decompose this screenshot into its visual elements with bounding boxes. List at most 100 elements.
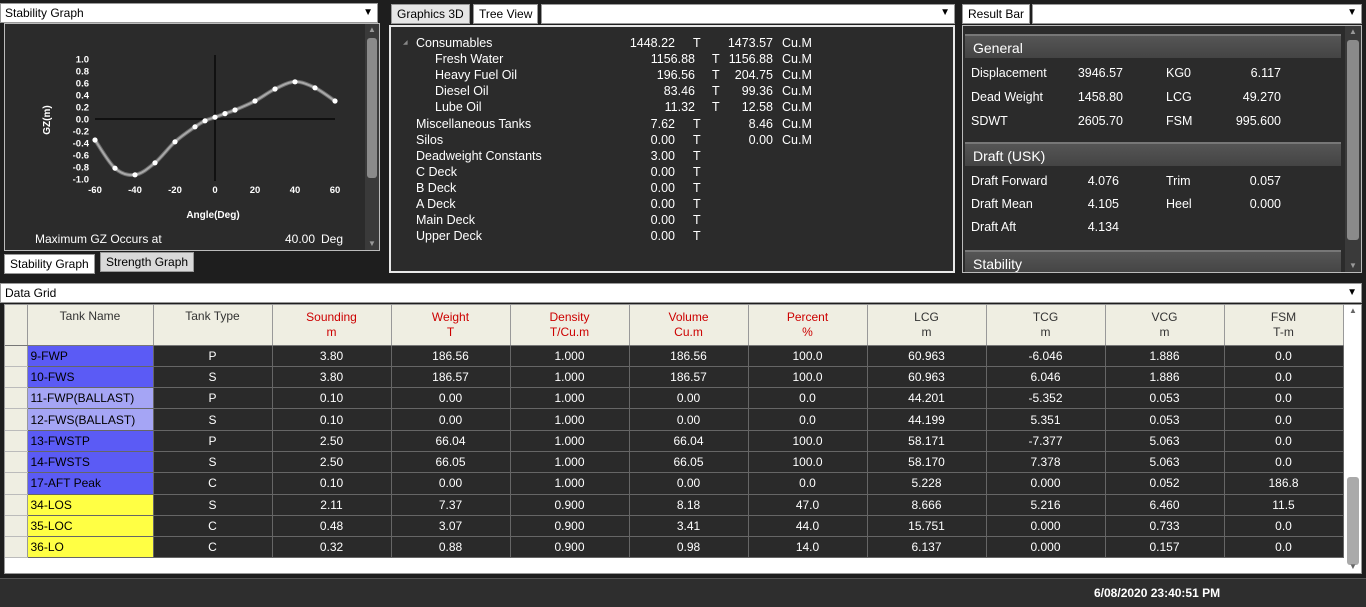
table-cell[interactable]: -5.352 xyxy=(986,387,1106,410)
table-cell[interactable]: 0.0 xyxy=(1224,387,1344,410)
stability-graph-dropdown[interactable]: Stability Graph ▼ xyxy=(0,3,378,23)
table-cell[interactable]: 2.50 xyxy=(272,430,392,452)
table-cell[interactable]: 0.900 xyxy=(510,494,630,516)
table-cell[interactable]: 1.000 xyxy=(510,451,630,474)
tank-name-cell[interactable]: 13-FWSTP xyxy=(27,430,154,452)
table-cell[interactable]: 66.04 xyxy=(391,430,511,452)
table-cell[interactable]: 186.8 xyxy=(1224,472,1344,495)
chevron-down-icon[interactable]: ▼ xyxy=(363,7,373,18)
tank-name-cell[interactable]: 17-AFT Peak xyxy=(27,472,154,495)
tree-item[interactable]: A Deck 0.00 T xyxy=(391,196,951,212)
table-cell[interactable]: 0.00 xyxy=(391,387,511,410)
scrollbar-thumb[interactable] xyxy=(1347,477,1359,565)
table-row[interactable]: 36-LO C 0.32 0.88 0.900 0.98 14.0 6.137 0.000 0.1… xyxy=(5,536,1344,559)
table-cell[interactable]: 11.5 xyxy=(1224,494,1344,516)
table-cell[interactable]: 47.0 xyxy=(748,494,868,516)
table-cell[interactable]: 1.886 xyxy=(1105,366,1225,389)
column-header[interactable]: Weight T xyxy=(391,305,511,346)
table-cell[interactable]: 0.0 xyxy=(1224,408,1344,431)
column-header[interactable]: Sounding m xyxy=(272,305,392,346)
table-row[interactable]: 11-FWP(BALLAST) P 0.10 0.00 1.000 0.00 0.0 44.2… xyxy=(5,387,1344,410)
tab-strength-graph[interactable]: Strength Graph xyxy=(100,252,195,272)
table-cell[interactable]: P xyxy=(153,345,273,367)
table-cell[interactable]: 0.00 xyxy=(391,408,511,431)
table-cell[interactable]: 5.063 xyxy=(1105,451,1225,474)
table-cell[interactable]: 66.05 xyxy=(629,451,749,474)
stability-scrollbar[interactable]: ▲ ▼ xyxy=(365,24,379,250)
grid-scrollbar[interactable]: ▲ ▼ xyxy=(1345,305,1361,573)
tab-tree-view[interactable]: Tree View xyxy=(473,4,539,24)
row-selector[interactable] xyxy=(5,515,28,538)
scrollbar-thumb[interactable] xyxy=(1347,40,1359,240)
table-cell[interactable]: 5.351 xyxy=(986,408,1106,431)
table-cell[interactable]: 58.171 xyxy=(867,430,987,452)
result-section-header[interactable]: General xyxy=(965,34,1341,58)
table-row[interactable]: 14-FWSTS S 2.50 66.05 1.000 66.05 100.0 58.170 7… xyxy=(5,451,1344,474)
column-header[interactable]: TCG m xyxy=(986,305,1106,346)
table-cell[interactable]: 0.000 xyxy=(986,536,1106,559)
table-cell[interactable]: 0.32 xyxy=(272,536,392,559)
collapse-icon[interactable]: ◢ xyxy=(403,40,408,46)
result-section-header[interactable]: Stability xyxy=(965,250,1341,272)
table-cell[interactable]: 5.228 xyxy=(867,472,987,495)
tank-name-cell[interactable]: 36-LO xyxy=(27,536,154,559)
table-cell[interactable]: 44.0 xyxy=(748,515,868,538)
table-cell[interactable]: 0.157 xyxy=(1105,536,1225,559)
table-cell[interactable]: 186.57 xyxy=(391,366,511,389)
scrollbar-thumb[interactable] xyxy=(367,38,377,178)
table-cell[interactable]: 0.0 xyxy=(1224,366,1344,389)
table-cell[interactable]: 6.137 xyxy=(867,536,987,559)
table-cell[interactable]: 1.886 xyxy=(1105,345,1225,367)
table-cell[interactable]: 0.00 xyxy=(629,472,749,495)
table-row[interactable]: 12-FWS(BALLAST) S 0.10 0.00 1.000 0.00 0.0 44.1… xyxy=(5,408,1344,431)
table-cell[interactable]: P xyxy=(153,387,273,410)
table-cell[interactable]: 186.56 xyxy=(391,345,511,367)
tree-item[interactable]: B Deck 0.00 T xyxy=(391,180,951,196)
table-cell[interactable]: 186.56 xyxy=(629,345,749,367)
tab-result-bar[interactable]: Result Bar xyxy=(962,4,1031,24)
table-cell[interactable]: 186.57 xyxy=(629,366,749,389)
table-cell[interactable]: 66.05 xyxy=(391,451,511,474)
table-cell[interactable]: S xyxy=(153,451,273,474)
table-cell[interactable]: 3.41 xyxy=(629,515,749,538)
row-selector[interactable] xyxy=(5,451,28,474)
table-cell[interactable]: 100.0 xyxy=(748,451,868,474)
table-cell[interactable]: 3.80 xyxy=(272,366,392,389)
table-cell[interactable]: 0.00 xyxy=(629,387,749,410)
table-cell[interactable]: 7.37 xyxy=(391,494,511,516)
table-cell[interactable]: 6.046 xyxy=(986,366,1106,389)
table-cell[interactable]: 1.000 xyxy=(510,472,630,495)
table-cell[interactable]: C xyxy=(153,472,273,495)
row-selector[interactable] xyxy=(5,494,28,516)
table-cell[interactable]: 44.201 xyxy=(867,387,987,410)
table-cell[interactable]: 1.000 xyxy=(510,345,630,367)
tree-item[interactable]: C Deck 0.00 T xyxy=(391,164,951,180)
tree-item[interactable]: Consumables 1448.22 T 1473.57 Cu.M ◢ xyxy=(391,35,951,51)
column-header[interactable]: Tank Name xyxy=(27,305,154,346)
table-cell[interactable]: 0.0 xyxy=(1224,451,1344,474)
table-cell[interactable]: 44.199 xyxy=(867,408,987,431)
table-cell[interactable]: 3.07 xyxy=(391,515,511,538)
table-cell[interactable]: 0.10 xyxy=(272,472,392,495)
column-header[interactable]: Density T/Cu.m xyxy=(510,305,630,346)
column-header[interactable]: FSM T-m xyxy=(1224,305,1344,346)
table-cell[interactable]: 0.00 xyxy=(629,408,749,431)
row-selector[interactable] xyxy=(5,345,28,367)
column-header[interactable]: VCG m xyxy=(1105,305,1225,346)
table-row[interactable]: 9-FWP P 3.80 186.56 1.000 186.56 100.0 60.963 -6… xyxy=(5,345,1344,367)
table-cell[interactable]: S xyxy=(153,408,273,431)
tab-graphics-3d[interactable]: Graphics 3D xyxy=(391,4,470,24)
tank-name-cell[interactable]: 10-FWS xyxy=(27,366,154,389)
table-row[interactable]: 13-FWSTP P 2.50 66.04 1.000 66.04 100.0 58.171-… xyxy=(5,430,1344,452)
tank-name-cell[interactable]: 12-FWS(BALLAST) xyxy=(27,408,154,431)
tree-item[interactable]: Miscellaneous Tanks 7.62 T 8.46 Cu.M xyxy=(391,116,951,132)
tree-item[interactable]: Upper Deck 0.00 T xyxy=(391,228,951,244)
table-cell[interactable]: S xyxy=(153,366,273,389)
table-cell[interactable]: -6.046 xyxy=(986,345,1106,367)
table-cell[interactable]: 0.0 xyxy=(1224,430,1344,452)
row-selector[interactable] xyxy=(5,366,28,389)
column-header[interactable]: LCG m xyxy=(867,305,987,346)
table-cell[interactable]: 0.48 xyxy=(272,515,392,538)
tab-stability-graph[interactable]: Stability Graph xyxy=(4,254,95,274)
table-cell[interactable]: 8.18 xyxy=(629,494,749,516)
